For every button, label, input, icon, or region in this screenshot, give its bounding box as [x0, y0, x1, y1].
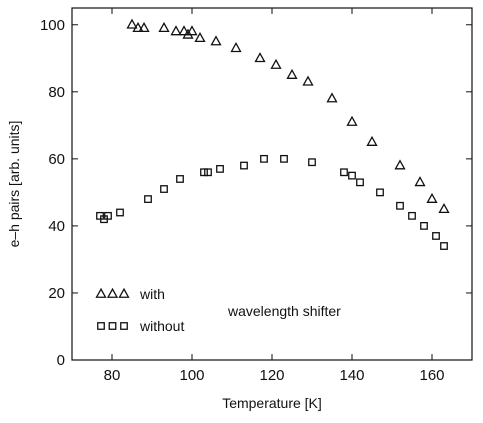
with-point	[230, 42, 242, 53]
legend-marker-with	[95, 287, 107, 298]
x-tick-label: 160	[419, 367, 444, 384]
without-point	[260, 154, 268, 163]
y-tick-label: 40	[48, 218, 65, 235]
without-point	[240, 161, 248, 170]
with-point	[254, 52, 266, 63]
x-axis-title: Temperature [K]	[222, 395, 322, 411]
with-point	[302, 75, 314, 86]
legend: with without	[95, 286, 184, 334]
with-point	[138, 21, 150, 33]
without-point	[204, 168, 212, 177]
y-tick-label: 100	[40, 17, 65, 34]
with-point	[394, 159, 406, 170]
with-point	[346, 115, 358, 126]
with-point	[158, 21, 170, 33]
with-point	[182, 28, 194, 39]
with-point	[426, 192, 438, 203]
with-point	[210, 35, 222, 46]
legend-marker-with	[118, 287, 130, 298]
legend-label-without: without	[139, 318, 184, 334]
with-point	[194, 31, 206, 43]
legend-label-with: with	[139, 286, 165, 302]
legend-marker-with	[106, 287, 119, 298]
legend-marker-without	[120, 322, 128, 330]
with-point	[126, 18, 138, 29]
with-point	[170, 25, 182, 36]
with-point	[414, 176, 426, 187]
without-point	[396, 201, 404, 210]
y-tick-label: 0	[57, 352, 65, 369]
with-point	[186, 25, 198, 36]
without-point	[104, 211, 112, 220]
with-point	[366, 135, 378, 146]
y-tick-label: 20	[48, 285, 65, 302]
y-tick-label: 80	[48, 84, 65, 101]
without-point	[376, 188, 384, 197]
with-point	[132, 21, 144, 33]
without-point	[160, 185, 168, 193]
with-point	[270, 58, 282, 69]
without-point	[356, 178, 364, 187]
without-point	[432, 232, 440, 240]
x-tick-label: 120	[259, 367, 284, 384]
with-point	[326, 92, 338, 103]
with-point	[438, 202, 450, 214]
without-point	[408, 211, 416, 220]
without-point	[176, 175, 184, 183]
legend-marker-without	[97, 322, 105, 330]
axis-ticks: 80 100 120 140 160 0 20 40 60 80 100	[40, 8, 472, 384]
without-point	[348, 171, 356, 180]
without-point	[280, 154, 288, 163]
annotation-label: wavelength shifter	[227, 303, 341, 319]
y-tick-label: 60	[48, 151, 65, 168]
without-point	[144, 195, 152, 203]
without-point	[440, 242, 448, 250]
with-point	[286, 68, 298, 79]
without-point	[340, 168, 348, 177]
y-axis-title: e–h pairs [arb. units]	[6, 121, 22, 248]
without-point	[116, 208, 124, 217]
x-tick-label: 80	[104, 367, 121, 384]
x-tick-label: 100	[179, 367, 204, 384]
x-tick-label: 140	[339, 367, 364, 384]
with-point	[178, 25, 190, 36]
legend-marker-without	[108, 322, 117, 330]
data-markers	[96, 18, 450, 250]
without-point	[216, 165, 224, 173]
without-point	[308, 158, 316, 167]
without-point	[420, 222, 428, 230]
without-point	[200, 168, 208, 177]
